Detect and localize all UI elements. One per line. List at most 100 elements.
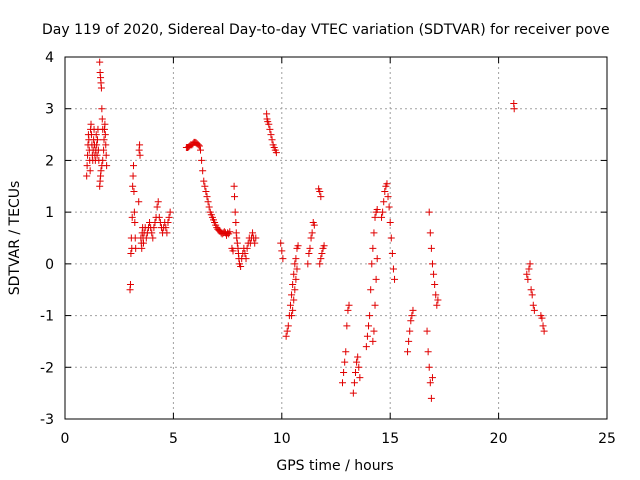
chart-title: Day 119 of 2020, Sidereal Day-to-day VTE… xyxy=(42,22,610,38)
data-point-marker xyxy=(201,182,209,190)
data-point-marker xyxy=(290,296,298,304)
data-point-marker xyxy=(283,327,291,335)
data-point-marker xyxy=(526,260,534,268)
data-point-marker xyxy=(349,389,357,397)
data-point-marker xyxy=(434,296,442,304)
data-point-marker xyxy=(371,301,379,309)
data-point-marker xyxy=(233,234,241,242)
data-point-marker xyxy=(317,255,325,263)
data-point-marker xyxy=(539,322,547,330)
y-tick-label: 3 xyxy=(45,102,54,118)
data-point-marker xyxy=(430,270,438,278)
data-point-marker xyxy=(102,151,110,159)
data-point-marker xyxy=(200,177,208,185)
data-point-marker xyxy=(288,312,296,320)
data-point-marker xyxy=(96,58,104,66)
data-point-marker xyxy=(368,260,376,268)
data-point-marker xyxy=(538,314,546,322)
data-point-marker xyxy=(166,208,174,216)
data-point-marker xyxy=(365,322,373,330)
data-point-marker xyxy=(278,247,286,255)
data-point-marker xyxy=(97,167,105,175)
data-point-marker xyxy=(406,327,414,335)
data-point-marker xyxy=(525,265,533,273)
data-point-marker xyxy=(318,250,326,258)
data-point-marker xyxy=(93,141,101,149)
data-point-marker xyxy=(423,327,431,335)
data-point-marker xyxy=(128,213,136,221)
data-point-marker xyxy=(316,260,324,268)
data-point-marker xyxy=(352,368,360,376)
data-point-marker xyxy=(353,358,361,366)
data-point-marker xyxy=(407,317,415,325)
data-point-marker xyxy=(99,156,107,164)
data-point-marker xyxy=(306,244,314,252)
data-point-marker xyxy=(149,234,157,242)
data-point-marker xyxy=(428,374,436,382)
data-point-marker xyxy=(94,136,102,144)
data-point-marker xyxy=(199,167,207,175)
data-point-marker xyxy=(267,131,275,139)
data-point-marker xyxy=(249,229,257,237)
data-point-marker xyxy=(366,312,374,320)
data-point-marker xyxy=(155,213,163,221)
data-point-marker xyxy=(524,275,532,283)
y-tick-label: 4 xyxy=(45,50,54,66)
data-point-marker xyxy=(205,203,213,211)
data-point-marker xyxy=(132,244,140,252)
data-point-marker xyxy=(530,306,538,314)
data-point-marker xyxy=(293,265,301,273)
data-point-marker xyxy=(431,281,439,289)
data-point-marker xyxy=(356,374,364,382)
data-point-marker xyxy=(316,187,324,195)
data-point-marker xyxy=(98,105,106,113)
data-point-marker xyxy=(370,229,378,237)
data-point-marker xyxy=(344,306,352,314)
data-point-marker xyxy=(317,193,325,201)
data-point-marker xyxy=(163,229,171,237)
data-point-marker xyxy=(252,234,260,242)
data-point-marker xyxy=(408,312,416,320)
data-point-marker xyxy=(230,182,238,190)
data-point-marker xyxy=(384,193,392,201)
data-point-marker xyxy=(286,301,294,309)
data-point-marker xyxy=(98,115,106,123)
data-point-marker xyxy=(154,198,162,206)
x-tick-label: 5 xyxy=(169,431,178,447)
data-point-marker xyxy=(136,141,144,149)
x-tick-label: 0 xyxy=(61,431,70,447)
data-point-marker xyxy=(87,120,95,128)
data-point-marker xyxy=(268,136,276,144)
data-point-marker xyxy=(381,187,389,195)
data-point-marker xyxy=(432,291,440,299)
data-point-marker xyxy=(204,198,212,206)
data-point-marker xyxy=(291,260,299,268)
data-point-marker xyxy=(391,275,399,283)
data-point-marker xyxy=(345,301,353,309)
data-point-marker xyxy=(83,162,91,170)
data-point-marker xyxy=(130,208,138,216)
data-point-marker xyxy=(367,286,375,294)
x-tick-label: 20 xyxy=(490,431,508,447)
data-point-marker xyxy=(202,187,210,195)
data-point-marker xyxy=(164,218,172,226)
data-point-marker xyxy=(232,218,240,226)
data-point-marker xyxy=(242,255,250,263)
data-point-marker xyxy=(527,286,535,294)
data-point-marker xyxy=(203,193,211,201)
data-point-marker xyxy=(197,146,204,154)
data-point-marker xyxy=(284,322,292,330)
data-point-marker xyxy=(100,146,108,154)
x-tick-label: 15 xyxy=(381,431,399,447)
data-point-marker xyxy=(290,270,298,278)
data-point-marker xyxy=(237,262,245,270)
data-point-marker xyxy=(153,203,161,211)
data-point-marker xyxy=(340,368,348,376)
data-point-marker xyxy=(373,206,381,214)
data-point-marker xyxy=(428,260,436,268)
data-point-marker xyxy=(136,151,144,159)
data-point-marker xyxy=(386,218,394,226)
data-point-marker xyxy=(425,208,433,216)
data-point-marker xyxy=(304,260,312,268)
